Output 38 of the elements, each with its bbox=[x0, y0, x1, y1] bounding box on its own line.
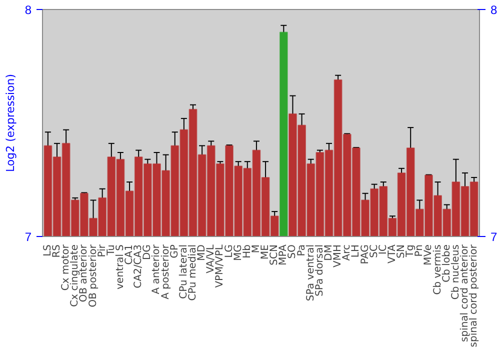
x-tick-label: A posterior bbox=[160, 244, 172, 300]
x-tick-label: Pa bbox=[296, 244, 308, 256]
x-tick-label: SPa dorsal bbox=[314, 244, 326, 296]
x-tick-label: Cb vermis bbox=[432, 244, 444, 295]
x-tick-label: CPu medial bbox=[188, 244, 198, 301]
x-tick-label: Cb lobe bbox=[441, 244, 452, 282]
x-tick-label: PAG bbox=[360, 244, 371, 264]
x-tick-label: ventral S bbox=[114, 244, 126, 290]
x-tick-label: OB anterior bbox=[78, 244, 90, 302]
x-tick-label: DG bbox=[142, 244, 154, 260]
x-tick-label: M bbox=[250, 244, 262, 254]
y2-tick-label: 8 bbox=[490, 3, 498, 17]
x-tick-label: DM bbox=[324, 244, 334, 261]
x-tick-label: SPa ventral bbox=[305, 244, 316, 302]
x-tick-label: A anterior bbox=[151, 244, 162, 294]
x-tick-label: SO bbox=[287, 244, 298, 259]
x-tick-label: Pir bbox=[96, 244, 108, 258]
x-tick-label: spinal cord anterior bbox=[459, 244, 470, 342]
x-tick-label: MG bbox=[232, 244, 244, 261]
x-tick-label: Hb bbox=[242, 244, 253, 258]
x-tick-label: RS bbox=[52, 244, 63, 258]
x-tick-label: LH bbox=[350, 244, 362, 258]
x-tick-label: spinal cord posterior bbox=[468, 244, 480, 348]
x-tick-label: OB posterior bbox=[88, 244, 99, 308]
x-tick-label: IC bbox=[378, 244, 389, 254]
x-tick-label: SC bbox=[368, 244, 380, 258]
x-tick-label: Tg bbox=[405, 244, 416, 258]
x-tick-label: LS bbox=[42, 244, 54, 256]
x-tick-label: VTA bbox=[386, 244, 398, 264]
x-tick-label: LG bbox=[224, 244, 235, 258]
x-tick-label: VPM/VPL bbox=[214, 244, 226, 288]
x-tick-label: GP bbox=[169, 244, 180, 258]
y2-tick-label: 7 bbox=[490, 230, 498, 244]
x-tick-label: Cb nucleus bbox=[450, 244, 462, 300]
x-tick-label: Tu bbox=[106, 244, 117, 256]
x-tick-label: CPu lateral bbox=[178, 244, 190, 299]
x-tick-label: MVe bbox=[423, 244, 434, 266]
y-axis-title: Log2 (expression) bbox=[4, 74, 17, 172]
